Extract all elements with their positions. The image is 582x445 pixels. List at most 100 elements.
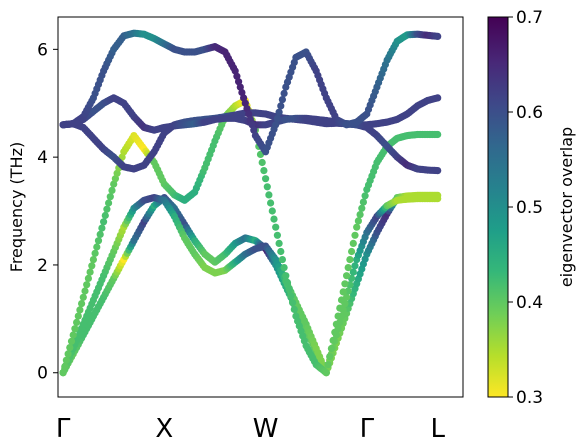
band-point [334,312,342,320]
band-point [289,299,297,307]
band-point [268,207,276,215]
band-point [258,158,266,167]
band-point [283,278,292,287]
band-point [337,296,346,304]
band-point [91,249,99,257]
band-point [246,115,254,123]
y-axis-label: Frequency (THz) [7,142,26,272]
band-point [235,78,243,86]
band-point [73,318,81,326]
band-3 [59,96,442,377]
band-point [339,288,347,296]
band-point [241,99,249,107]
band-point [278,256,286,264]
x-tick-label: W [253,414,279,444]
band-point [358,204,366,212]
band-point [272,223,280,231]
band-point [105,199,113,207]
band-point [349,268,357,276]
band-point [245,110,253,118]
band-point [287,292,295,300]
colorbar-axis: 0.3 0.4 0.5 0.6 0.7 [508,8,543,408]
colorbar-tick-label: 0.3 [516,388,543,408]
band-point [233,72,241,80]
colorbar [487,16,509,398]
band-point [236,83,244,91]
band-point [270,215,278,223]
band-point [434,130,442,139]
band-point [113,169,121,177]
y-tick-label: 4 [37,148,48,168]
band-point [354,217,362,225]
plot-frame [57,16,464,398]
band-point [359,198,367,206]
band-point [94,237,103,245]
band-point [272,121,280,129]
band-point [282,272,290,280]
band-point [66,344,74,352]
band-point [64,350,72,358]
band-point [343,272,351,280]
band-point [262,175,270,183]
band-point [349,239,357,247]
band-point [106,193,114,201]
band-point [267,199,275,207]
band-point [98,224,106,232]
band-point [277,102,285,110]
band-point [103,205,111,213]
band-point [361,192,369,200]
colorbar-label: eigenvector overlap [557,127,576,287]
band-point [110,180,118,188]
band-point [275,108,283,116]
band-point [280,89,288,97]
band-point [248,121,256,129]
band-point [322,369,330,377]
band-point [81,287,89,295]
band-point [78,300,86,308]
band-point [86,268,94,276]
band-points [59,29,442,377]
band-point [351,262,359,270]
band-point [108,186,116,194]
band-point [89,256,97,264]
band-point [353,223,361,231]
band-point [250,126,258,134]
band-point [331,328,339,336]
band-point [273,231,281,239]
band-point [61,362,69,371]
band-point [74,312,82,320]
y-tick-label: 6 [37,40,48,60]
x-tick-label: L [430,414,445,444]
band-point [277,247,285,256]
band-point [434,167,442,175]
band-point [344,264,352,272]
band-point [346,256,354,264]
colorbar-tick-label: 0.4 [516,293,543,313]
band-point [327,344,335,353]
band-point [329,336,337,344]
x-tick-label: Γ [360,414,375,444]
x-tick-label: X [155,414,173,444]
band-point [278,96,286,104]
band-point [336,304,344,312]
colorbar-tick-label: 0.6 [516,103,543,123]
band-point [280,264,288,272]
band-point [434,32,442,41]
band-point [79,293,87,301]
band-point [96,230,104,238]
band-point [231,67,239,75]
band-point [356,211,364,219]
band-point [100,218,108,226]
band-point [243,105,251,113]
band-6 [59,29,442,156]
colorbar-tick-label: 0.5 [516,198,543,218]
y-tick-label: 0 [37,364,48,384]
band-point [67,337,76,345]
band-point [59,369,67,377]
band-point [76,306,84,314]
y-tick-label: 2 [37,256,48,276]
band-point [285,285,293,293]
band-point [260,167,268,175]
band-point [265,191,273,199]
